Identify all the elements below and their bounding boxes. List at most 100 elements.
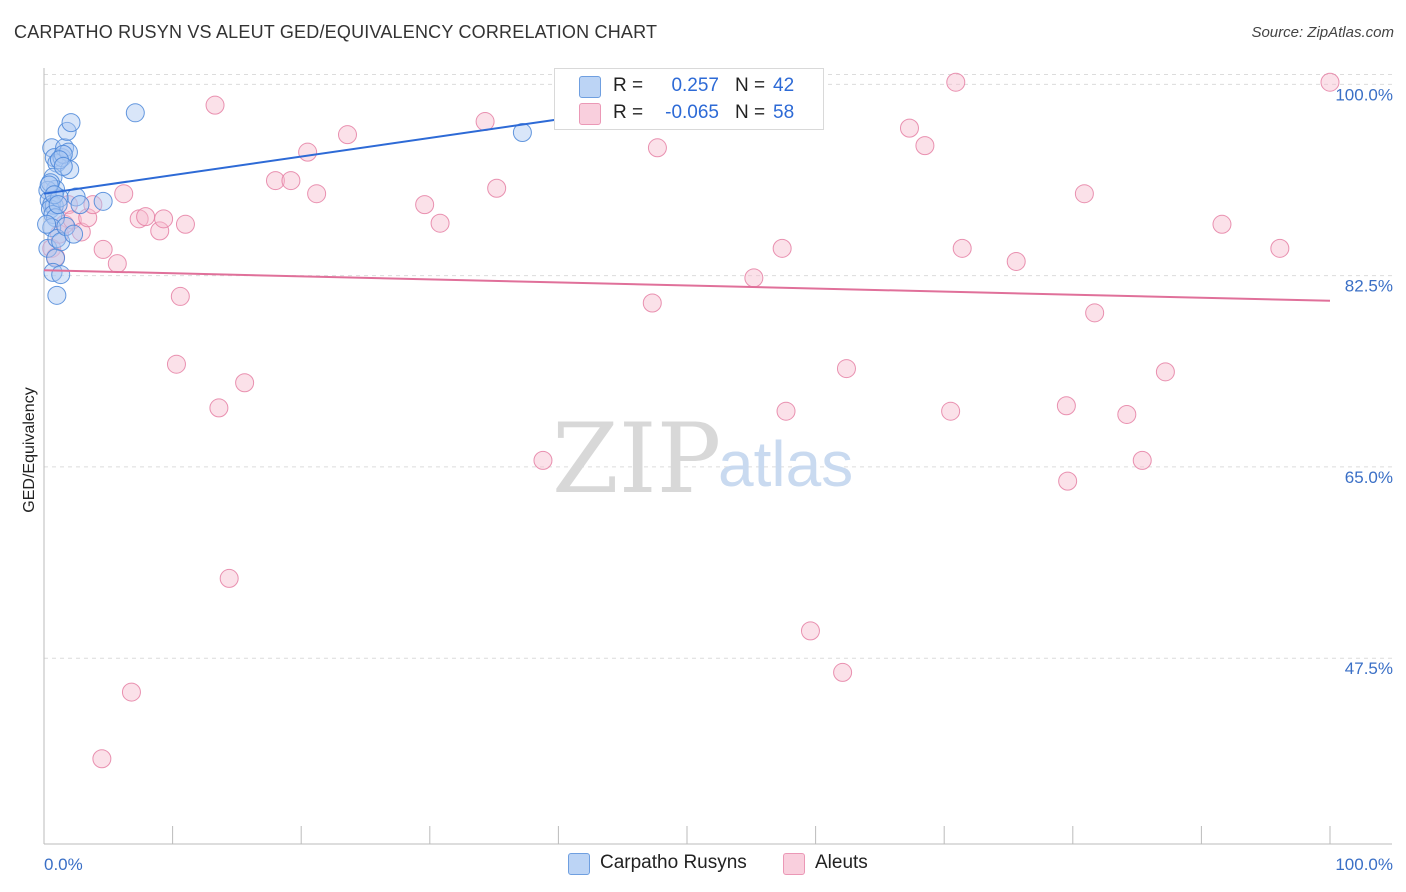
carpatho-rusyns-point [64,224,84,244]
aleuts-point [1006,251,1026,271]
aleuts-point [235,373,255,393]
carpatho-rusyns-point [37,214,57,234]
aleuts-point [265,171,285,191]
carpatho-rusyns-point [61,113,81,133]
y-tick-label: 100.0% [1335,85,1393,104]
aleuts-point [1056,396,1076,416]
aleuts-point [219,568,239,588]
aleuts-point [772,238,792,258]
pink-swatch-icon [579,103,601,125]
carpatho-rusyns-point [42,218,62,238]
carpatho-rusyns-point [49,188,69,208]
aleuts-point [915,136,935,156]
aleuts-point [209,398,229,418]
watermark-atlas: atlas [718,428,853,500]
carpatho-rusyns-point [512,122,532,142]
r-label: R = [613,102,644,123]
aleuts-point [281,171,301,191]
carpatho-rusyns-point [44,185,64,205]
watermark-zip: ZIP [552,403,721,515]
blue-swatch-icon [579,76,601,98]
axis-layer [43,68,1392,845]
aleuts-trend-line [43,269,1331,302]
stats-row-pink: R = -0.065 N = 58 [555,100,823,126]
aleuts-point [744,268,764,288]
aleuts-point [415,195,435,215]
aleuts-point [833,662,853,682]
chart-title: CARPATHO RUSYN VS ALEUT GED/EQUIVALENCY … [14,22,658,42]
aleuts-point [154,209,174,229]
r-label: R = [613,75,644,96]
carpatho-rusyns-point [70,195,90,215]
carpatho-rusyns-point [43,262,63,282]
aleuts-point [93,239,113,259]
pink-swatch-icon [783,853,805,875]
carpatho-rusyns-point [93,191,113,211]
y-tick-label: 47.5% [1345,659,1393,678]
aleuts-point [1270,238,1290,258]
legend-label: Aleuts [815,852,868,873]
aleuts-point [1117,404,1137,424]
aleuts-point [899,118,919,138]
aleuts-point [487,178,507,198]
aleuts-point [150,221,170,241]
aleuts-point [136,207,156,227]
aleuts-point [800,621,820,641]
aleuts-point [170,286,190,306]
n-value: 42 [773,75,795,96]
aleuts-point [946,72,966,92]
aleuts-point [298,142,318,162]
carpatho-rusyns-point [125,103,145,123]
watermark: ZIP atlas [552,403,853,515]
aleuts-point [71,222,91,242]
stats-row-blue: R = 0.257 N = 42 [555,73,823,99]
aleuts-point [952,238,972,258]
source-label: Source: ZipAtlas.com [1251,24,1394,41]
y-tick-label: 82.5% [1345,277,1393,296]
points-layer [37,72,1340,769]
aleuts-point [430,213,450,233]
carpatho-rusyns-point [53,156,73,176]
x-tick-label: 0.0% [44,855,83,874]
r-value: 0.257 [671,75,719,96]
aleuts-point [175,214,195,234]
blue-swatch-icon [568,853,590,875]
aleuts-point [941,401,961,421]
y-tick-label: 65.0% [1345,468,1393,487]
aleuts-point [1320,72,1340,92]
trend-layer [43,118,1331,302]
n-value: 58 [773,102,795,123]
aleuts-point [642,293,662,313]
aleuts-point [1058,471,1078,491]
carpatho-rusyns-point [47,285,67,305]
carpatho-rusyns-trend-line [43,118,559,195]
n-label: N = [735,102,766,123]
n-label: N = [735,75,766,96]
aleuts-point [475,112,495,132]
r-value: -0.065 [665,102,719,123]
carpatho-rusyns-point [51,265,71,285]
aleuts-point [776,401,796,421]
tick-label-layer: 47.5% 65.0% 82.5% 100.0% 0.0% 100.0% [44,85,1393,874]
aleuts-point [307,184,327,204]
aleuts-point [836,359,856,379]
aleuts-point [1212,214,1232,234]
aleuts-point [647,138,667,158]
carpatho-rusyns-point [48,195,68,215]
aleuts-point [121,682,141,702]
grid-layer [44,74,1392,659]
legend-label: Carpatho Rusyns [600,852,747,873]
aleuts-point [1074,184,1094,204]
aleuts-point [1155,362,1175,382]
x-tick-label: 100.0% [1335,855,1393,874]
aleuts-point [114,184,134,204]
carpatho-rusyns-point [56,216,76,236]
aleuts-point [533,450,553,470]
aleuts-point [166,354,186,374]
aleuts-point [205,95,225,115]
aleuts-point [107,254,127,274]
aleuts-point [1085,303,1105,323]
aleuts-point [1132,450,1152,470]
aleuts-point [337,125,357,145]
